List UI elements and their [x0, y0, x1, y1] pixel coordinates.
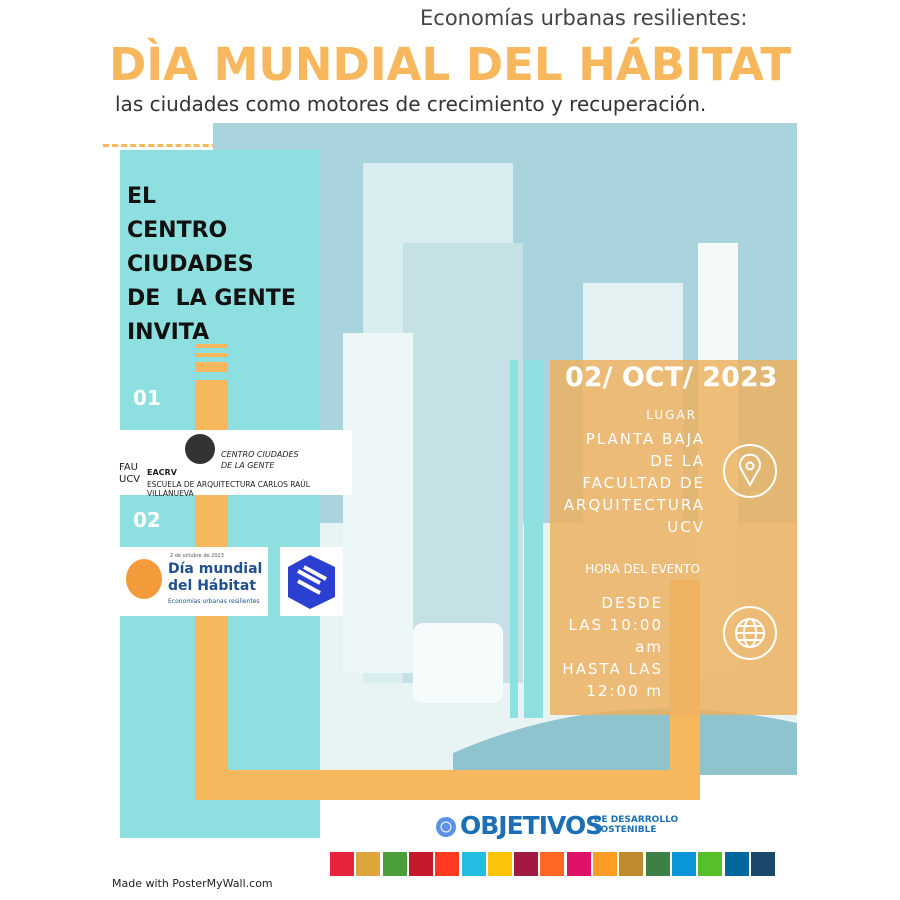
sdg-tile [671, 852, 696, 876]
logo-text: DE LA GENTE [221, 461, 275, 470]
stripe [195, 344, 228, 348]
text-line: DESDE [601, 594, 663, 612]
dash-line [103, 144, 245, 147]
sdg-subtitle: DE DESARROLLO SOSTENIBLE [594, 815, 678, 835]
sdg-tile [487, 852, 512, 876]
sdg-tile [330, 852, 354, 876]
sdg-tile [461, 852, 486, 876]
logo-text: del Hábitat [168, 578, 257, 594]
text-line: PLANTA BAJA [585, 430, 705, 448]
text-line: CIUDADES [127, 252, 254, 277]
sdg-tiles [330, 852, 776, 876]
text-line: FACULTAD DE [582, 474, 705, 492]
main-title: DÌA MUNDIAL DEL HÁBITAT [108, 38, 792, 91]
sdg-tile [698, 852, 723, 876]
time-lines: DESDE LAS 10:00 am HASTA LAS 12:00 m [540, 592, 663, 702]
logo-icon [126, 559, 162, 599]
sdg-tile [750, 852, 775, 876]
cyan-line [524, 360, 543, 718]
logo-text: CENTRO CIUDADES [221, 450, 299, 459]
credit: Made with PosterMyWall.com [112, 877, 273, 890]
logo-box: FAU UCV EACRV CENTRO CIUDADES DE LA GENT… [117, 430, 352, 498]
logo-text: ESCUELA DE ARQUITECTURA CARLOS RAÚL VILL… [147, 480, 310, 498]
sdg-tile [435, 852, 460, 876]
section-number: 01 [133, 386, 161, 410]
orange-bar [195, 770, 700, 800]
sdg-tile [619, 852, 644, 876]
sdg-line: DE DESARROLLO [594, 815, 679, 825]
text-line: DE LA GENTE [127, 286, 296, 311]
logo-text: FAU [119, 462, 138, 473]
logo-text: Economías urbanas resilientes [168, 598, 260, 605]
sdg-tile [408, 852, 433, 876]
logo-box [280, 547, 343, 616]
location-icon [723, 444, 777, 498]
text-line: ARQUITECTURA [563, 496, 705, 514]
text-line: DE LA [650, 452, 705, 470]
logo-text: UCV [119, 474, 141, 485]
sdg-brand: OBJETIVOS [460, 811, 603, 840]
un-emblem [436, 817, 456, 837]
text-line: LAS 10:00 [568, 616, 663, 634]
sdg-tile [593, 852, 617, 876]
subtitle: las ciudades como motores de crecimiento… [115, 92, 707, 116]
globe-icon [723, 606, 777, 660]
text-line: EL [127, 184, 157, 209]
stripe [195, 362, 228, 372]
sdg-tile [382, 852, 407, 876]
logo-box: 2 de octubre de 2023 Día mundial del Háb… [120, 547, 268, 616]
logo-icon [185, 434, 215, 464]
cyan-line [510, 360, 518, 718]
logo-text: 2 de octubre de 2023 [170, 553, 224, 559]
sdg-tile [540, 852, 565, 876]
logo-text: EACRV [147, 468, 177, 477]
sdg-tile [566, 852, 591, 876]
kicker: Economías urbanas resilientes: [420, 6, 748, 30]
time-label: HORA DEL EVENTO [585, 562, 700, 576]
event-date: 02/ OCT/ 2023 [565, 362, 778, 393]
invite-text: EL CENTRO CIUDADES DE LA GENTE INVITA [127, 180, 296, 350]
sdg-tile [514, 852, 539, 876]
place-label: LUGAR [646, 408, 697, 422]
section-number: 02 [133, 508, 161, 532]
event-panel [550, 360, 797, 715]
place-lines: PLANTA BAJA DE LA FACULTAD DE ARQUITECTURA U… [540, 428, 705, 538]
text-line: UCV [667, 518, 705, 536]
text-line: CENTRO [127, 218, 228, 243]
sdg-line: SOSTENIBLE [594, 825, 657, 835]
text-line: INVITA [127, 320, 210, 345]
text-line: HASTA LAS [562, 660, 663, 678]
stripe [195, 353, 228, 357]
sdg-tile [356, 852, 381, 876]
text-line: am [635, 638, 663, 656]
text-line: 12:00 m [586, 682, 663, 700]
sdg-tile [645, 852, 670, 876]
sdg-tile [724, 852, 749, 876]
logo-text: Día mundial [168, 561, 263, 577]
